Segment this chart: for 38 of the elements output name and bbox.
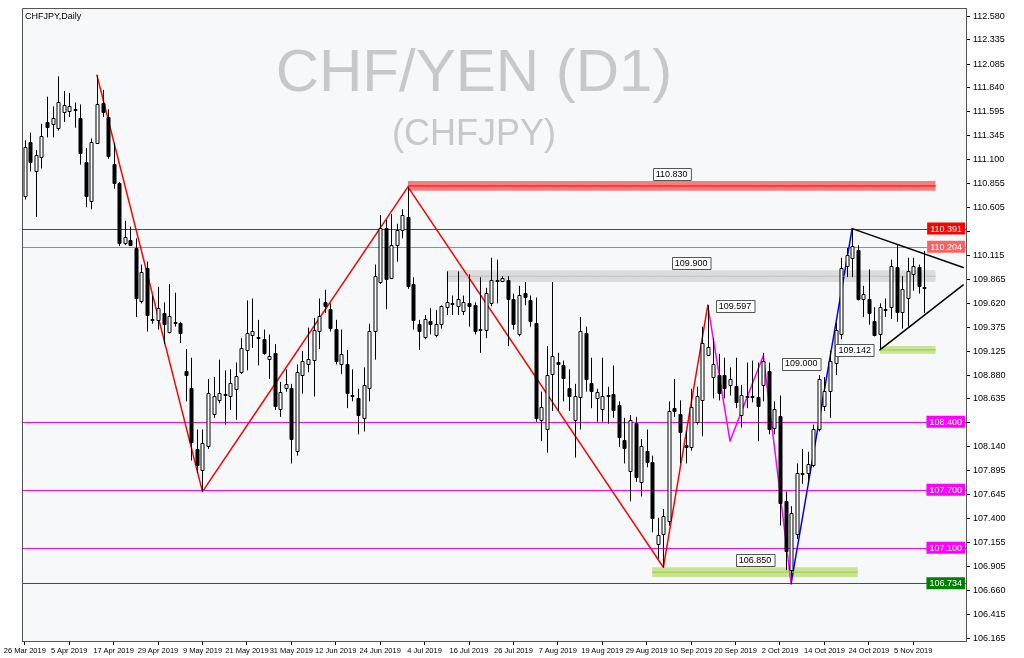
y-tick-label: 109.125	[973, 345, 1006, 356]
y-tick-label: 107.645	[973, 489, 1006, 500]
y-tick-label: 111.840	[973, 82, 1005, 93]
annotation: 109.597	[718, 300, 752, 311]
series-label: 109.142	[838, 344, 871, 355]
series-label: 109.900	[674, 258, 708, 269]
y-tick-label: 108.880	[973, 369, 1006, 380]
annotation: CHFJPY,Daily	[25, 10, 82, 21]
ref-line-label: 110.391	[930, 223, 963, 234]
ref-line-label: 110.204	[930, 241, 963, 252]
series-label: 106.850	[738, 555, 772, 566]
y-tick-label: 106.165	[973, 633, 1006, 644]
y-tick-label: 109.865	[973, 274, 1006, 285]
y-tick-label: 111.595	[973, 106, 1005, 117]
series-label: 110.830	[655, 169, 688, 180]
y-tick-label: 108.635	[973, 393, 1006, 404]
annotation: 109.000	[784, 358, 818, 369]
y-tick-label: 110.855	[973, 178, 1005, 189]
y-tick-label: 112.085	[973, 58, 1005, 69]
ref-line-label: 107.700	[929, 484, 963, 495]
y-tick-label: 107.155	[973, 537, 1006, 547]
y-tick-label: 110.115	[973, 249, 1005, 260]
y-tick-label: 110.605	[973, 202, 1005, 213]
y-tick-label: 112.335	[973, 34, 1005, 45]
y-tick-label: 111.100	[973, 154, 1005, 165]
y-tick-label: 112.580	[973, 10, 1005, 21]
y-tick-label: 106.905	[973, 561, 1006, 572]
ref-line-label: 107.100	[929, 542, 963, 553]
y-tick-label: 111.345	[973, 130, 1005, 141]
ref-line-label: 108.400	[929, 416, 963, 427]
y-tick-label: 106.660	[973, 585, 1006, 596]
y-tick-label: 109.375	[973, 321, 1006, 332]
y-tick-label: 107.400	[973, 513, 1006, 524]
y-tick-label: 106.415	[973, 608, 1006, 619]
y-tick-label: 109.620	[973, 297, 1006, 308]
y-tick-label: 108.140	[973, 441, 1006, 452]
y-tick-label: 107.895	[973, 465, 1006, 476]
ref-line-label: 106.734	[929, 578, 963, 589]
